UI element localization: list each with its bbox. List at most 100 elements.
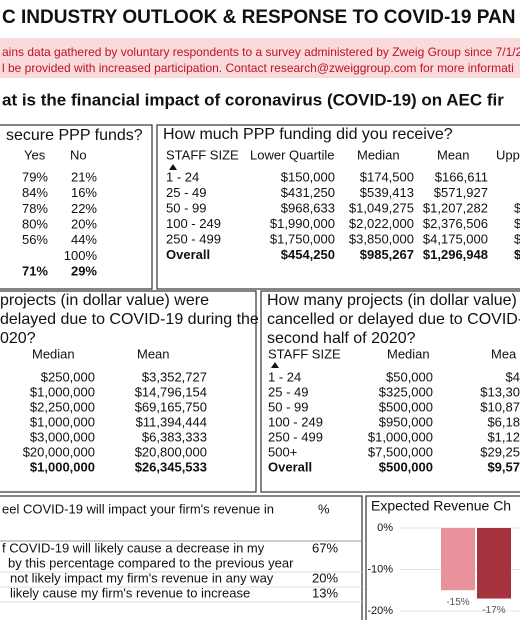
table-cell: $1,990,000 (270, 216, 335, 231)
value-label: -15% (446, 597, 469, 608)
table-cell: $4 (506, 369, 520, 384)
section-title: at is the financial impact of coronaviru… (2, 90, 504, 109)
y-tick-label: -20% (367, 605, 393, 617)
column-header: Mean (137, 346, 170, 361)
column-header: Mean (437, 147, 470, 162)
panel-title: cancelled or delayed due to COVID-1 (267, 311, 520, 328)
table-cell: 67% (312, 540, 338, 555)
panel-title: How many projects (in dollar value) w (267, 292, 520, 309)
table-cell: $1,207,282 (423, 200, 488, 215)
table-cell: $150,000 (281, 169, 335, 184)
table-cell: $2,022,000 (349, 216, 414, 231)
table-cell: $3,850,000 (349, 231, 414, 246)
sort-icon[interactable] (169, 164, 177, 170)
panel (0, 495, 363, 620)
table-cell: $1,000,000 (30, 459, 95, 474)
table-cell: $539,413 (360, 185, 414, 200)
panel (156, 124, 520, 290)
notice-box (0, 38, 520, 78)
column-header: STAFF SIZE (268, 346, 341, 361)
table-cell: $325,000 (379, 384, 433, 399)
panel-title: projects (in dollar value) were (0, 292, 209, 309)
table-cell: $14,796,154 (135, 384, 207, 399)
table-cell: $174,500 (360, 169, 414, 184)
panel (365, 495, 520, 620)
column-header: Mea (491, 346, 517, 361)
table-cell: $1,000,000 (30, 414, 95, 429)
table-cell: $431,250 (281, 185, 335, 200)
table-cell: 20% (312, 570, 338, 585)
table-cell: $29,25 (480, 444, 520, 459)
table-cell: 71% (22, 264, 48, 279)
table-cell: 29% (71, 264, 97, 279)
table-cell: 80% (22, 217, 48, 232)
table-cell: $571,927 (434, 185, 488, 200)
table-cell: 21% (71, 169, 97, 184)
table-cell: 78% (22, 201, 48, 216)
column-header: % (318, 501, 330, 516)
table-cell: $10,87 (480, 399, 520, 414)
table-cell: $985,267 (360, 247, 414, 262)
table-cell: $500,000 (379, 459, 433, 474)
table-cell: $11,394,444 (136, 414, 207, 429)
table-cell: $7,500,000 (368, 444, 433, 459)
table-cell: $ (514, 231, 520, 246)
column-header: STAFF SIZE (166, 147, 239, 162)
panel-title: 020? (0, 330, 36, 347)
column-header: Median (387, 346, 430, 361)
panel (0, 124, 153, 290)
table-cell: $9,57 (487, 459, 520, 474)
table-cell: 100% (64, 248, 98, 263)
table-cell: 50 - 99 (166, 200, 206, 215)
column-header: Yes (24, 147, 46, 162)
table-cell: 44% (71, 232, 97, 247)
table-cell: $2,376,506 (423, 216, 488, 231)
table-cell: 25 - 49 (268, 384, 308, 399)
table-cell: 250 - 499 (166, 231, 221, 246)
table-cell: not likely impact my firm's revenue in a… (10, 570, 274, 585)
table-cell: 50 - 99 (268, 399, 308, 414)
table-cell: 100 - 249 (268, 414, 323, 429)
table-cell: $ (514, 200, 520, 215)
table-cell: 1 - 24 (268, 369, 301, 384)
panel-title: second half of 2020? (267, 330, 416, 347)
table-cell: 13% (312, 585, 338, 600)
table-cell: $950,000 (379, 414, 433, 429)
chart-title: Expected Revenue Ch (371, 498, 511, 514)
table-cell: $4,175,000 (423, 231, 488, 246)
table-cell: $500,000 (379, 399, 433, 414)
table-cell: Overall (268, 459, 312, 474)
table-cell: $250,000 (41, 369, 95, 384)
table-cell: $1,000,000 (368, 429, 433, 444)
table-cell: 250 - 499 (268, 429, 323, 444)
table-cell: $1,12 (487, 429, 520, 444)
table-cell: $2,250,000 (30, 399, 95, 414)
table-cell: 79% (22, 169, 48, 184)
panel-title: eel COVID-19 will impact your firm's rev… (2, 501, 274, 516)
panel-title: secure PPP funds? (6, 127, 143, 144)
table-cell: $968,633 (281, 200, 335, 215)
table-cell: $454,250 (281, 247, 335, 262)
panel-title: delayed due to COVID-19 during the (0, 311, 259, 328)
table-cell: $3,352,727 (142, 369, 207, 384)
table-cell: $ (514, 216, 520, 231)
table-cell: f COVID-19 will likely cause a decrease … (2, 540, 265, 555)
table-cell: 100 - 249 (166, 216, 221, 231)
notice-text: l be provided with increased participati… (2, 61, 514, 75)
y-tick-label: 0% (377, 522, 393, 534)
table-cell: $20,800,000 (135, 444, 207, 459)
table-cell: $1,049,275 (349, 200, 414, 215)
value-label: -17% (482, 605, 505, 616)
table-cell: $20,000,000 (23, 444, 95, 459)
table-cell: 84% (22, 185, 48, 200)
column-header: Median (357, 147, 400, 162)
table-cell: $50,000 (386, 369, 433, 384)
table-cell: 16% (71, 185, 97, 200)
table-cell: $69,165,750 (135, 399, 207, 414)
y-tick-label: -10% (367, 563, 393, 575)
column-header: No (70, 147, 87, 162)
sort-icon[interactable] (271, 362, 279, 368)
panel-title: How much PPP funding did you receive? (163, 126, 453, 143)
